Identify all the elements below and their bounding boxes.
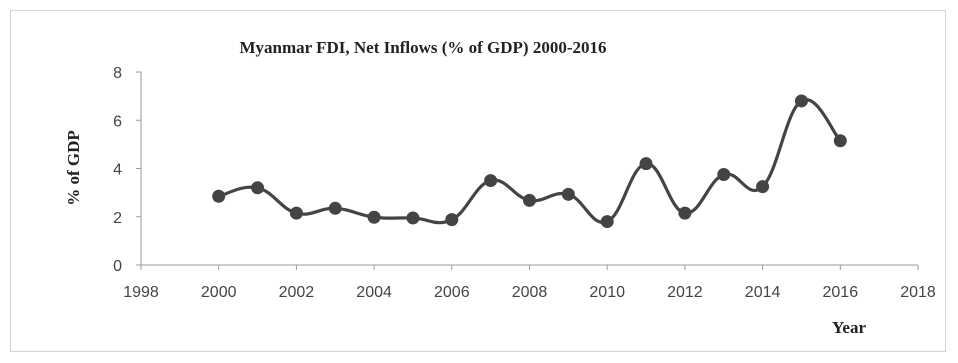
data-point: [367, 210, 381, 224]
data-point: [289, 206, 303, 220]
x-tick-label: 2000: [201, 284, 237, 301]
data-point: [717, 168, 731, 182]
axes: [136, 71, 919, 270]
series-group: [212, 94, 847, 229]
y-tick-label: 8: [113, 65, 122, 82]
data-point: [328, 201, 342, 215]
data-point: [561, 187, 575, 201]
data-point: [678, 206, 692, 220]
x-tick-label: 2012: [667, 284, 703, 301]
x-tick-label: 2016: [823, 284, 859, 301]
data-point: [794, 94, 808, 108]
data-point: [212, 189, 226, 203]
data-point: [833, 134, 847, 148]
x-tick-label: 2004: [356, 284, 392, 301]
x-tick-label: 2006: [434, 284, 470, 301]
data-point: [251, 181, 265, 195]
y-tick-labels: 0 2 4 6 8: [113, 65, 122, 275]
x-tick-label: 2010: [589, 284, 625, 301]
data-point: [600, 215, 614, 229]
data-point: [756, 180, 770, 194]
y-tick-label: 6: [113, 113, 122, 130]
chart-frame: [10, 10, 946, 352]
y-tick-label: 2: [113, 210, 122, 227]
data-point: [406, 211, 420, 225]
x-tick-labels: 1998 2000 2002 2004 2006 2008 2010 2012 2014 2016…: [123, 284, 936, 301]
data-point: [445, 213, 459, 227]
y-tick-label: 4: [113, 162, 122, 179]
x-axis-label: Year: [832, 318, 866, 337]
data-point: [639, 157, 653, 171]
x-tick-label: 2018: [900, 284, 936, 301]
x-tick-label: 2002: [279, 284, 315, 301]
x-tick-label: 2008: [512, 284, 548, 301]
x-tick-label: 2014: [745, 284, 781, 301]
data-point: [523, 193, 536, 207]
x-tick-label: 1998: [123, 284, 159, 301]
chart-title: Myanmar FDI, Net Inflows (% of GDP) 2000…: [239, 38, 606, 57]
y-axis-label: % of GDP: [64, 130, 83, 206]
y-tick-label: 0: [113, 258, 122, 275]
data-point: [484, 174, 498, 188]
